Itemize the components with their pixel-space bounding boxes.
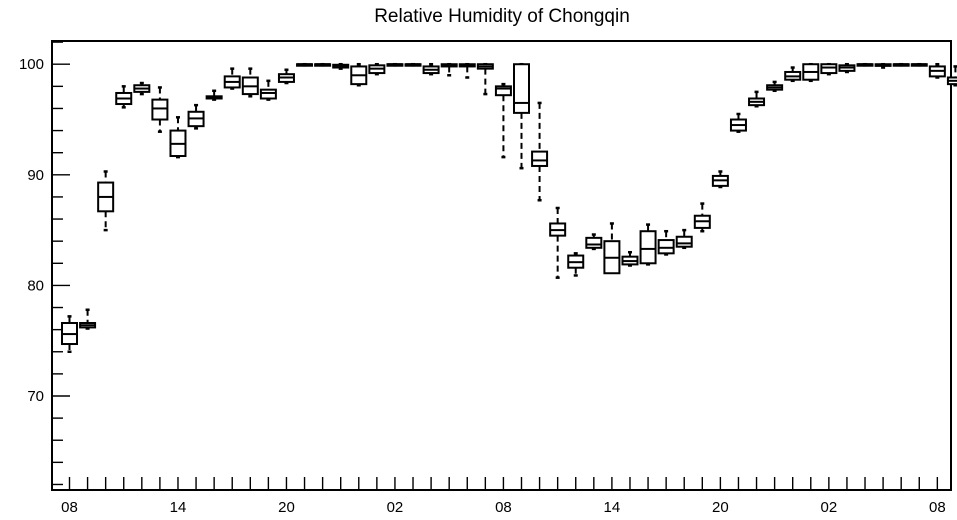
box-item <box>874 62 892 69</box>
box-item <box>892 62 910 67</box>
box-item <box>296 62 314 67</box>
box-item <box>350 62 368 87</box>
x-axis: 08 14 20 02 08 14 20 02 08 <box>61 477 946 516</box>
y-tick-label: 80 <box>27 277 44 294</box>
x-tick-label: 08 <box>61 499 78 516</box>
box-item <box>368 62 386 76</box>
y-tick-label: 70 <box>27 388 44 405</box>
x-tick-label: 14 <box>604 499 621 516</box>
box-item <box>476 62 494 96</box>
box-item <box>314 62 332 67</box>
box-item <box>494 82 512 159</box>
box-item <box>928 62 946 79</box>
x-tick-label: 20 <box>712 499 729 516</box>
box-item <box>458 62 476 79</box>
x-tick-label: 08 <box>495 499 512 516</box>
box-item <box>729 112 747 133</box>
box-item <box>802 62 820 83</box>
box-item <box>766 80 784 93</box>
box-item <box>61 315 78 354</box>
box-item <box>567 252 585 277</box>
box-item <box>169 116 187 159</box>
box-item <box>621 250 639 267</box>
box-body <box>494 85 512 97</box>
box-item <box>603 222 621 275</box>
box-item <box>241 67 259 98</box>
box-item <box>657 229 675 256</box>
x-tick-label: 02 <box>821 499 838 516</box>
box-item <box>549 206 567 279</box>
box-item <box>820 62 838 76</box>
box-item <box>693 202 711 233</box>
box-body <box>531 150 549 167</box>
plot-frame <box>51 40 952 491</box>
box-item <box>115 85 133 109</box>
y-axis: 70 80 90 100 <box>19 41 70 486</box>
box-item <box>748 90 766 108</box>
box-item <box>711 170 729 189</box>
box-body <box>657 239 675 255</box>
box-item <box>585 233 603 251</box>
box-item <box>946 65 957 87</box>
x-tick-label: 20 <box>278 499 295 516</box>
box-item <box>205 89 223 101</box>
box-item <box>97 170 115 232</box>
chart-title: Relative Humidity of Chongqin <box>374 6 630 27</box>
x-tick-label: 08 <box>929 499 946 516</box>
box-body <box>151 98 169 121</box>
box-item <box>259 79 277 101</box>
y-tick-label: 100 <box>19 56 44 73</box>
y-tick-label: 90 <box>27 167 44 184</box>
box-item <box>151 86 169 133</box>
box-item <box>440 62 458 77</box>
box-item <box>422 62 440 76</box>
box-item <box>639 223 657 266</box>
box-body <box>259 88 277 100</box>
box-item <box>675 228 693 250</box>
box-item <box>223 67 241 90</box>
x-tick-label: 02 <box>387 499 404 516</box>
box-body <box>513 63 530 114</box>
box-body <box>675 235 693 248</box>
box-item <box>531 101 549 202</box>
box-item <box>856 62 874 67</box>
box-body <box>820 63 838 75</box>
box-item <box>404 62 422 67</box>
box-item <box>910 62 928 67</box>
box-item <box>784 66 802 83</box>
box-item <box>332 62 350 70</box>
box-item <box>79 308 97 330</box>
box-item <box>277 68 295 85</box>
box-item <box>133 81 151 96</box>
box-series <box>61 62 957 354</box>
x-tick-label: 14 <box>170 499 187 516</box>
box-item <box>838 62 856 74</box>
box-item <box>187 103 205 130</box>
box-body <box>585 236 603 249</box>
box-body <box>639 230 657 265</box>
box-item <box>386 62 404 67</box>
box-item <box>513 62 530 170</box>
